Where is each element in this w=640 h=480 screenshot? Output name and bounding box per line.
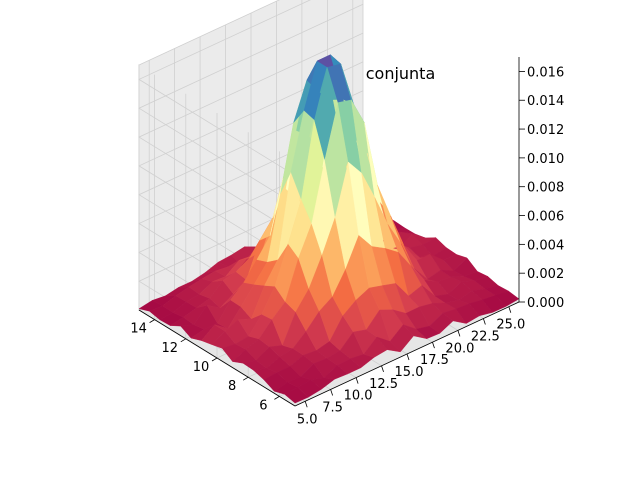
y-tick-label: 12.5	[369, 377, 398, 392]
z-tick-label: 0.008	[527, 181, 564, 196]
z-tick-label: 0.002	[527, 267, 564, 282]
x-tick-label: 6	[259, 398, 267, 413]
z-tick-label: 0.004	[527, 238, 564, 253]
y-tick-label: 22.5	[471, 330, 500, 345]
y-tick	[330, 389, 334, 396]
y-tick-label: 17.5	[420, 353, 449, 368]
gridline-z	[138, 61, 364, 263]
gridline-z	[138, 32, 364, 234]
surface-face	[495, 290, 520, 307]
y-tick	[406, 353, 410, 361]
y-tick-label: 7.5	[322, 400, 343, 415]
axis-ticks: 6 8 10 12 14 5.0 7.510.012.515.017.520.022.525…	[130, 65, 564, 427]
z-tick-label: 0.014	[527, 94, 564, 109]
y-tick-label: 15.0	[395, 365, 424, 380]
y-tick	[432, 342, 435, 349]
x-tick	[242, 376, 249, 381]
y-tick-label: 10.0	[344, 389, 373, 404]
x-tick	[274, 396, 280, 400]
y-tick-label: 20.0	[445, 341, 474, 356]
x-tick	[149, 319, 155, 323]
z-tick-label: 0.010	[527, 152, 564, 167]
x-tick-label: 12	[162, 341, 179, 356]
x-tick-label: 8	[228, 379, 236, 394]
x-tick	[211, 357, 218, 362]
surface-plot	[138, 54, 520, 404]
gridline-z	[138, 0, 311, 176]
z-tick-label: 0.016	[527, 65, 564, 80]
gridline-z	[138, 3, 364, 205]
y-tick	[381, 365, 384, 372]
x-tick-label: 10	[193, 360, 210, 375]
z-tick-label: 0.012	[527, 123, 564, 138]
z-tick-label: 0.006	[527, 210, 564, 225]
y-tick	[457, 330, 461, 337]
y-tick	[508, 306, 512, 313]
z-tick-label: 0.000	[527, 296, 564, 311]
y-tick-label: 25.0	[496, 318, 525, 333]
y-tick	[355, 377, 359, 384]
y-tick	[482, 318, 486, 325]
x-tick-label: 14	[130, 322, 147, 337]
y-tick-label: 5.0	[297, 412, 318, 427]
x-tick	[180, 338, 187, 343]
y-tick	[304, 401, 308, 408]
